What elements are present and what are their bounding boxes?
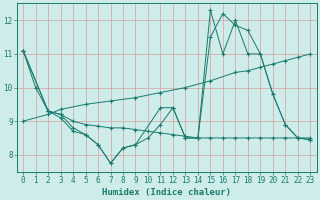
X-axis label: Humidex (Indice chaleur): Humidex (Indice chaleur) bbox=[102, 188, 231, 197]
